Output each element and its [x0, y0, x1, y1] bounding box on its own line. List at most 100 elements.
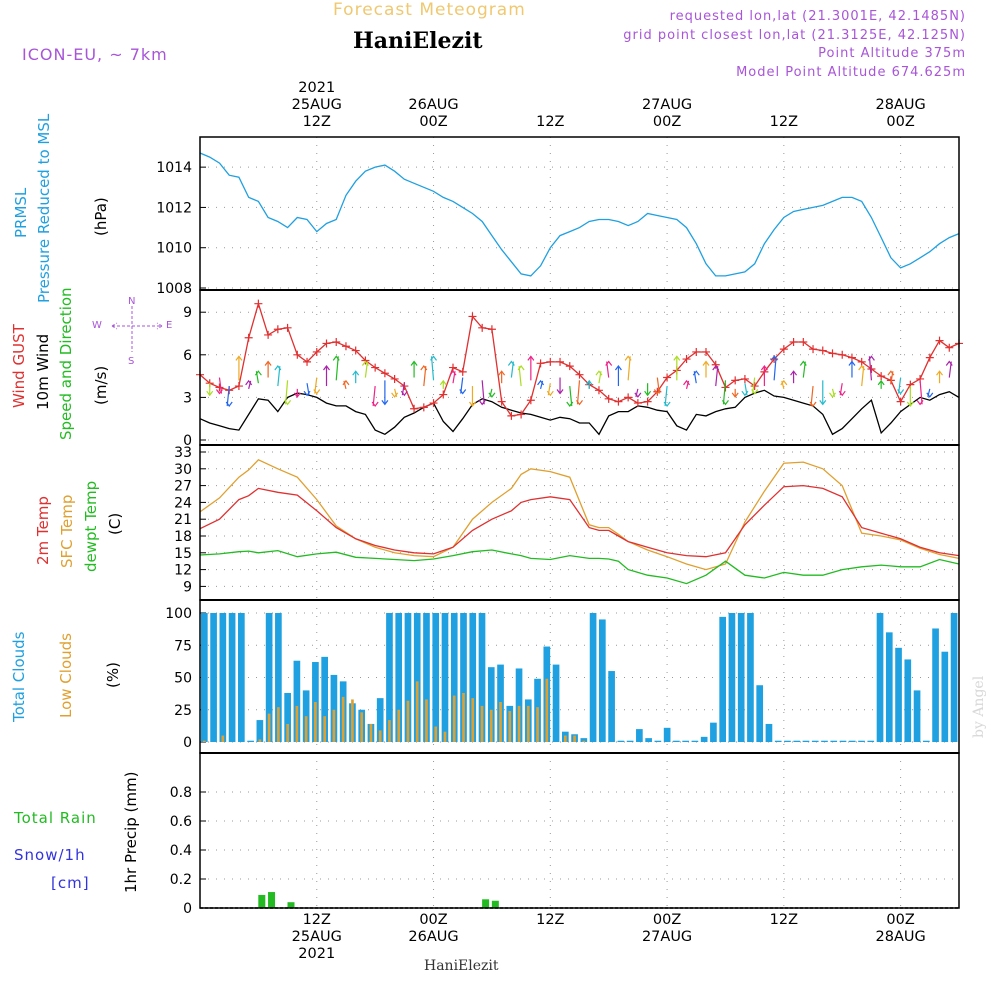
- panel-frame-pressure: [199, 136, 960, 291]
- low-cloud-bar: [351, 699, 354, 742]
- model-label: ICON-EU, ~ 7km: [22, 45, 168, 64]
- low-cloud-bar: [341, 696, 345, 742]
- wind-arrow: [481, 380, 485, 405]
- wind-arrow-head: [284, 400, 292, 406]
- low-cloud-bar: [425, 699, 428, 742]
- total-cloud-bar: [265, 613, 273, 742]
- total-cloud-bar: [663, 727, 671, 742]
- time-label-line: 2021: [298, 80, 336, 96]
- time-label-line: 25AUG: [291, 929, 342, 945]
- total-cloud-bar: [691, 740, 699, 742]
- location-title: HaniElezit: [353, 28, 483, 54]
- wind-arrow-head: [877, 379, 885, 386]
- low-cloud-bar: [258, 739, 262, 742]
- wind-arrow-head: [780, 379, 788, 386]
- prmsl-line: [199, 152, 960, 277]
- gust-marker: [487, 325, 496, 334]
- gust-marker: [536, 359, 545, 368]
- low-cloud-bar: [406, 700, 410, 742]
- dewpt-line: [199, 549, 960, 585]
- low-cloud-bar: [397, 709, 401, 742]
- total-cloud-bar: [201, 613, 208, 742]
- gust-marker: [682, 355, 691, 364]
- gust-marker: [215, 383, 224, 392]
- gust-marker: [351, 346, 360, 355]
- y-tick-label: 27: [174, 479, 192, 495]
- wind-arrow-head: [245, 379, 253, 386]
- time-label-line: 12Z: [302, 912, 331, 928]
- gust-marker: [380, 369, 389, 378]
- wind-arrow-head: [751, 389, 759, 395]
- low-cloud-bar: [314, 702, 317, 742]
- y-tick-label: 18: [174, 529, 192, 545]
- time-label-line: 12Z: [536, 912, 565, 928]
- y-tick-label: 21: [174, 512, 192, 528]
- total-cloud-bar: [885, 632, 893, 742]
- total-cloud-bar: [913, 690, 921, 742]
- chart-title: Forecast Meteogram: [333, 0, 526, 20]
- wind-arrow-head: [829, 392, 836, 398]
- total-cloud-bar: [608, 671, 615, 742]
- time-label-line: 2021: [298, 946, 336, 962]
- gust-marker: [322, 339, 331, 348]
- y-tick-label: 0.8: [170, 785, 192, 801]
- wind-arrow-head: [838, 390, 846, 397]
- time-label-line: 00Z: [886, 114, 915, 130]
- gust-marker: [750, 382, 759, 391]
- total-cloud-bar: [922, 740, 930, 742]
- gust-marker: [809, 345, 818, 354]
- total-cloud-bar: [376, 698, 384, 742]
- wind-arrow-head: [566, 401, 574, 408]
- wind-arrow-head: [858, 365, 866, 371]
- gust-marker: [419, 403, 428, 412]
- wind-arrow-head: [819, 400, 827, 406]
- low-cloud-bar: [360, 712, 364, 742]
- wind-arrow-head: [430, 355, 438, 361]
- time-label-line: 28AUG: [875, 929, 926, 945]
- total-cloud-bar: [275, 613, 282, 742]
- time-label: 27AUG 00Z: [642, 97, 692, 131]
- total-cloud-bar: [765, 723, 773, 742]
- y-tick-label: 1008: [156, 281, 192, 297]
- wind-arrow: [423, 365, 427, 387]
- total-cloud-bar: [728, 613, 736, 742]
- info-line-3: Point Altitude 375m: [818, 46, 966, 61]
- wind-arrow-head: [537, 379, 545, 386]
- total-cloud-bar: [413, 613, 421, 742]
- wind-arrow: [664, 385, 668, 407]
- gust-marker: [244, 333, 253, 342]
- compass-letter: N: [128, 296, 136, 307]
- time-label: 00Z 28AUG: [875, 912, 925, 946]
- total-cloud-bar: [830, 740, 838, 742]
- y-tick-label: 1010: [156, 241, 192, 257]
- y-tick-label: 25: [174, 703, 192, 719]
- total-cloud-bar: [210, 613, 217, 742]
- wind-arrow-head: [556, 389, 564, 395]
- total-cloud-bar: [441, 613, 449, 742]
- gust-marker: [604, 394, 613, 403]
- gust-marker: [565, 362, 574, 371]
- wind-arrow-head: [644, 390, 652, 397]
- gust-marker: [692, 347, 701, 356]
- gust-marker: [526, 396, 535, 405]
- wind-arrow-head: [663, 401, 671, 408]
- panel-frame-temp: [199, 444, 960, 601]
- time-label: 12Z: [536, 912, 564, 929]
- gust-marker: [867, 365, 876, 373]
- wind-arrow-head: [809, 401, 817, 408]
- gust-marker: [556, 357, 565, 366]
- low-cloud-bar: [286, 723, 289, 742]
- gust-marker: [478, 323, 487, 332]
- wind-arrow-head: [926, 392, 934, 398]
- time-label-line: 26AUG: [408, 929, 459, 945]
- total-cloud-bar: [848, 740, 856, 742]
- wind-arrow: [277, 365, 281, 387]
- total-cloud-bar: [700, 736, 708, 742]
- wind-arrow-head: [790, 370, 798, 376]
- time-label: 2021 25AUG 12Z: [292, 80, 342, 131]
- low-cloud-bar: [563, 735, 567, 742]
- wind-speed-line: [199, 389, 960, 436]
- total-cloud-bar: [932, 628, 939, 742]
- wind-arrow-head: [371, 401, 379, 408]
- rain-bar: [287, 902, 295, 908]
